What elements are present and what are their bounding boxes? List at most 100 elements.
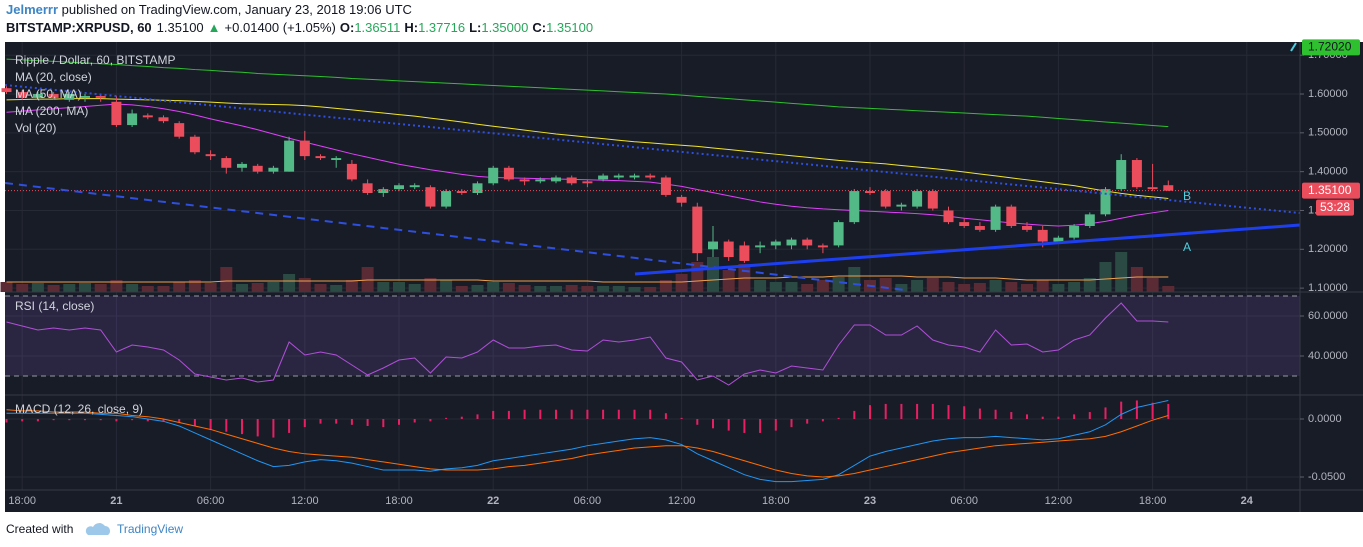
candle-body xyxy=(1053,237,1064,242)
change: +0.01400 (+1.05%) xyxy=(225,20,336,35)
candle-body xyxy=(802,239,813,246)
macd-histogram xyxy=(1088,412,1091,420)
macd-histogram xyxy=(523,409,526,420)
chart-title: Ripple / Dollar, 60, BITSTAMP xyxy=(15,53,176,67)
macd-histogram xyxy=(366,419,369,426)
price-badge-label: 1.35100 xyxy=(1308,183,1352,197)
macd-line xyxy=(6,399,1169,483)
macd-histogram xyxy=(225,419,228,432)
macd-histogram xyxy=(445,417,448,420)
ma-line xyxy=(6,98,1169,199)
macd-histogram xyxy=(460,416,463,420)
ohlc-value: 1.35000 xyxy=(481,20,528,35)
x-tick-label: 12:00 xyxy=(668,495,696,507)
volume-bar xyxy=(989,280,1002,292)
candle-body xyxy=(1163,185,1174,191)
ohlc-label: H: xyxy=(404,20,418,35)
volume-bar xyxy=(471,285,484,292)
y-tick-label: 0.0000 xyxy=(1308,413,1342,425)
candle-body xyxy=(362,183,373,194)
macd-histogram xyxy=(978,408,981,420)
volume-bar xyxy=(1083,278,1096,292)
volume-bar xyxy=(879,278,892,292)
macd-histogram xyxy=(539,409,542,420)
candle-body xyxy=(158,117,169,122)
last-price: 1.35100 xyxy=(157,20,204,35)
candle-body xyxy=(95,95,106,98)
volume-bar xyxy=(188,280,201,292)
y-tick-label: -0.0500 xyxy=(1308,471,1345,483)
macd-histogram xyxy=(790,419,793,428)
y-tick-label: 1.60000 xyxy=(1308,88,1348,100)
plot xyxy=(0,58,1300,483)
y-tick-label: 40.0000 xyxy=(1308,350,1348,362)
legend-entry: MA (20, close) xyxy=(15,70,92,84)
macd-histogram xyxy=(256,419,259,437)
candle-body xyxy=(284,140,295,172)
symbol: BITSTAMP:XRPUSD, 60 xyxy=(6,20,152,35)
volume-bar xyxy=(926,278,939,292)
ohlc-label: L: xyxy=(469,20,481,35)
volume-bar xyxy=(94,284,107,292)
volume-bar xyxy=(801,284,814,292)
macd-histogram xyxy=(146,419,149,422)
volume-bar xyxy=(267,282,280,292)
candle-body xyxy=(1084,214,1095,227)
volume-bar xyxy=(1052,284,1065,292)
macd-histogram xyxy=(382,419,385,428)
macd-histogram xyxy=(869,405,871,420)
ohlc-label: C: xyxy=(532,20,546,35)
annotation: A xyxy=(1183,240,1191,254)
candle-body xyxy=(1037,229,1048,242)
volume-bar xyxy=(502,283,515,292)
candle-body xyxy=(252,165,263,172)
macd-histogram xyxy=(1135,400,1138,420)
volume-bar xyxy=(958,284,971,292)
ohlc-value: 1.36511 xyxy=(354,20,400,35)
volume-bar xyxy=(251,283,264,292)
volume-bar xyxy=(236,284,248,292)
volume-bar xyxy=(1162,286,1175,292)
candle-body xyxy=(127,113,138,126)
macd-histogram xyxy=(1073,414,1076,420)
macd-histogram xyxy=(350,419,353,425)
candle-body xyxy=(488,167,499,184)
countdown-badge xyxy=(1316,199,1354,216)
footer-brand[interactable]: TradingView xyxy=(117,522,183,536)
candle-body xyxy=(849,191,860,223)
trend-solid xyxy=(634,223,1301,276)
logo[interactable] xyxy=(85,523,110,535)
candle-body xyxy=(1147,187,1158,190)
candle-body xyxy=(755,245,766,248)
macd-histogram xyxy=(398,419,400,425)
volume-bar xyxy=(911,280,924,292)
author[interactable]: Jelmerrr xyxy=(6,2,58,17)
candle-body xyxy=(692,206,703,254)
macd-histogram xyxy=(209,419,212,430)
volume-bar xyxy=(455,286,468,292)
candle-body xyxy=(205,154,216,157)
ohlc: O:1.36511 H:1.37716 L:1.35000 C:1.35100 xyxy=(340,20,593,35)
y-tick-label: 1.20000 xyxy=(1308,243,1348,255)
volume-bar xyxy=(769,282,782,292)
x-tick-label: 21 xyxy=(110,495,122,507)
candle-body xyxy=(943,210,954,223)
y-tick-label: 1.50000 xyxy=(1308,127,1348,139)
rsi-band xyxy=(5,296,1300,376)
macd-histogram xyxy=(52,419,55,421)
x-tick-label: 12:00 xyxy=(1045,495,1073,507)
quote-line: BITSTAMP:XRPUSD, 60 1.35100 ▲ +0.01400 (+1.… xyxy=(6,20,593,35)
candle-body xyxy=(645,175,656,178)
volume-bar xyxy=(377,282,390,292)
macd-histogram xyxy=(664,413,667,420)
candle-body xyxy=(974,226,985,230)
ohlc-label: O: xyxy=(340,20,354,35)
macd-histogram xyxy=(947,405,950,420)
macd-histogram xyxy=(743,419,746,433)
volume-bar xyxy=(31,283,44,292)
volume-bar xyxy=(534,286,547,292)
volume-bar xyxy=(1036,280,1049,292)
candle-body xyxy=(221,158,232,168)
volume-bar xyxy=(942,282,955,292)
candle-body xyxy=(959,222,970,227)
